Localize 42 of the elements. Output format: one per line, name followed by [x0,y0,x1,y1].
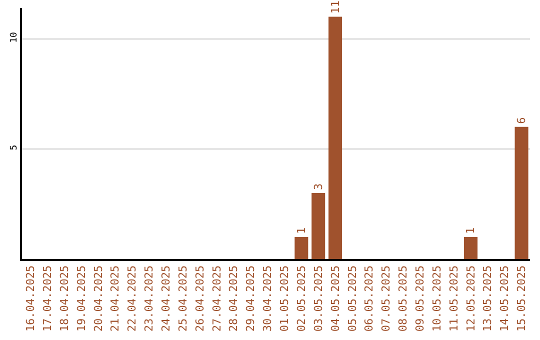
x-tick-label: 12.05.2025 [464,265,478,332]
x-tick-label: 09.05.2025 [414,265,427,332]
data-label: 3 [312,183,325,190]
x-tick-label: 14.05.2025 [498,265,512,332]
bar [514,126,528,259]
data-label: 1 [294,227,308,234]
bar [312,192,326,259]
x-tick-label: 25.04.2025 [176,265,190,332]
x-tick-label: 20.04.2025 [92,265,105,332]
x-tick-label: 28.04.2025 [227,265,240,332]
x-tick-label: 07.05.2025 [380,265,393,332]
x-tick-label: 01.05.2025 [278,265,292,332]
x-tick-label: 23.04.2025 [142,265,156,332]
x-tick-label: 06.05.2025 [362,265,376,332]
x-tick-label: 17.04.2025 [40,265,54,332]
x-tick-label: 19.04.2025 [74,265,88,332]
x-tick-label: 30.04.2025 [261,265,274,332]
bar [294,236,308,259]
bar [328,16,342,259]
x-tick-label: 03.05.2025 [312,265,325,332]
x-tick-label: 08.05.2025 [396,265,410,332]
x-tick-label: 04.05.2025 [328,265,342,332]
x-tick-label: 15.05.2025 [515,265,528,332]
x-tick-label: 05.05.2025 [346,265,359,332]
x-tick-label: 11.05.2025 [447,265,460,332]
x-tick-label: 22.04.2025 [126,265,139,332]
x-tick-label: 18.04.2025 [58,265,71,332]
x-tick-label: 29.04.2025 [244,265,258,332]
x-tick-label: 16.04.2025 [24,265,38,332]
x-tick-label: 02.05.2025 [294,265,308,332]
x-tick-label: 10.05.2025 [430,265,444,332]
data-label: 6 [515,117,528,124]
y-tick-label: 5 [9,144,20,150]
x-tick-label: 24.04.2025 [160,265,173,332]
x-tick-label: 13.05.2025 [481,265,494,332]
y-tick-label: 10 [9,32,20,43]
bar [464,236,478,259]
x-tick-label: 27.04.2025 [210,265,224,332]
data-label: 1 [464,227,478,234]
data-label: 11 [328,0,342,14]
x-tick-label: 21.04.2025 [108,265,122,332]
x-tick-label: 26.04.2025 [193,265,206,332]
